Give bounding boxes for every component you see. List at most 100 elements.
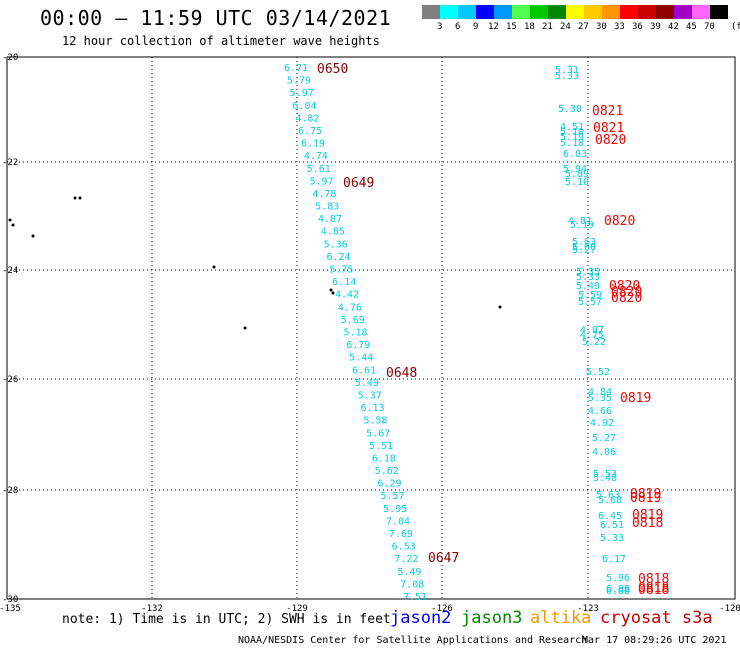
time-label: 0820 [609,279,640,294]
time-label: 0821 [593,121,624,136]
time-label: 0650 [317,62,348,77]
time-label: 0820 [595,133,626,148]
time-label: 0647 [428,551,459,566]
time-label: 0821 [592,104,623,119]
wave-height-label: 5.27 [592,433,616,444]
scale-tick-label: 15 [506,22,517,32]
wave-height-label: 4.81 [568,216,592,227]
wave-height-label: 5.18 [560,138,584,149]
scale-swatch [476,5,494,19]
island-marker [329,288,333,292]
wave-height-label: 5.79 [287,76,311,87]
wave-height-label: 7.51 [403,592,427,603]
scale-swatch [566,5,584,19]
x-tick-label: -123 [577,604,599,614]
time-label: 0818 [632,516,663,531]
wave-height-label: 5.30 [558,104,582,115]
x-tick-label: -129 [286,604,308,614]
island-marker [498,305,502,309]
time-label: 0818 [638,583,669,598]
wave-height-label: 5.61 [307,164,331,175]
wave-height-label: 5.53 [593,469,617,480]
wave-height-label: 5.44 [349,353,373,364]
wave-height-label: 7.08 [400,579,424,590]
wave-height-label: 5.97 [290,88,314,99]
wave-height-label: 6.53 [392,542,416,553]
time-label: 0648 [386,366,417,381]
wave-height-label: 6.29 [378,479,402,490]
wave-height-label: 5.68 [598,495,622,506]
scale-unit-label: (ft) [731,22,740,32]
wave-height-label: 6.14 [332,277,356,288]
scale-tick-label: 36 [632,22,643,32]
wave-height-label: 5.18 [344,328,368,339]
wave-height-label: 5.59 [578,290,602,301]
wave-height-label: 6.04 [293,101,317,112]
scale-swatch [530,5,548,19]
island-marker [73,196,77,200]
time-label: 0819 [620,391,651,406]
wave-height-label: 5.97 [310,176,334,187]
scale-tick-label: 24 [560,22,571,32]
wave-height-label: 6.51 [600,520,624,531]
wave-height-label: 4.51 [560,122,584,133]
wave-height-label: 7.04 [386,516,410,527]
scale-swatch [710,5,728,19]
scale-tick-label: 12 [488,22,499,32]
wave-height-label: 4.76 [338,302,362,313]
wave-height-label: 5.36 [324,239,348,250]
y-tick-label: -28 [2,486,18,496]
time-label: 0819 [630,491,661,506]
island-marker [212,265,216,269]
wave-height-label: 7.69 [389,529,413,540]
wave-height-label: 5.48 [593,473,617,484]
page-subtitle: 12 hour collection of altimeter wave hei… [62,34,380,48]
x-tick-label: -135 [0,604,21,614]
wave-height-label: 5.27 [572,245,596,256]
wave-height-label: 5.52 [586,367,610,378]
footer-note: note: 1) Time is in UTC; 2) SWH is in fe… [62,612,391,627]
wave-height-label: 4.74 [304,151,328,162]
timestamp-text: Mar 17 08:29:26 UTC 2021 [582,635,727,646]
wave-height-label: 6.17 [602,554,626,565]
time-label: 0820 [611,285,642,300]
scale-swatch [692,5,710,19]
scale-tick-label: 9 [473,22,479,32]
scale-swatch [512,5,530,19]
scale-swatch [422,5,440,19]
wave-height-label: 5.63 [596,490,620,501]
scale-tick-label: 21 [542,22,553,32]
scale-tick-label: 27 [578,22,589,32]
x-tick-label: -120 [719,604,740,614]
wave-height-label: 5.33 [576,272,600,283]
scale-swatch [494,5,512,19]
wave-height-label: 5.69 [341,315,365,326]
wave-height-label: 5.75 [329,265,353,276]
scale-tick-label: 39 [650,22,661,32]
wave-height-label: 4.66 [588,406,612,417]
wave-height-label: 5.49 [355,378,379,389]
y-tick-label: -22 [2,158,18,168]
credit-text: NOAA/NESDIS Center for Satellite Applica… [238,635,588,646]
time-label: 0820 [611,291,642,306]
page-title: 00:00 – 11:59 UTC 03/14/2021 [40,6,392,30]
wave-height-label: 5.19 [560,132,584,143]
scale-swatch [638,5,656,19]
time-label: 0820 [604,214,635,229]
wave-height-label: 6.45 [598,511,622,522]
wave-height-label: 4.75 [580,330,604,341]
wave-height-label: 5.83 [315,202,339,213]
wave-height-label: 6.75 [298,126,322,137]
scale-tick-label: 70 [704,22,715,32]
wave-height-label: 5.35 [576,267,600,278]
time-label: 0819 [630,487,661,502]
wave-height-label: 4.87 [318,214,342,225]
legend-jason3: jason3 [461,608,523,628]
scale-swatch [440,5,458,19]
time-label: 0649 [343,176,374,191]
wave-height-label: 5.49 [397,567,421,578]
map-frame [6,56,736,600]
wave-height-label: 5.37 [358,390,382,401]
legend-altika: altika [530,608,592,628]
